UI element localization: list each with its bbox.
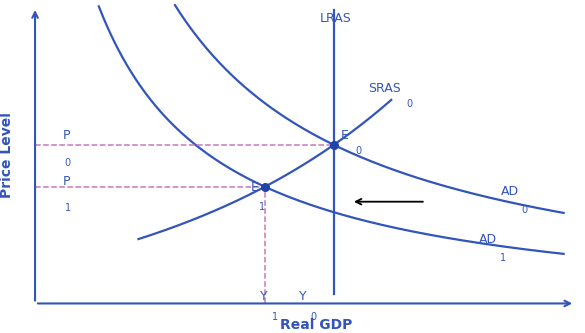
Text: E: E	[341, 129, 349, 142]
Text: P: P	[63, 174, 71, 187]
Text: P: P	[63, 129, 71, 142]
Text: AD: AD	[479, 233, 497, 246]
Text: Y: Y	[298, 290, 306, 303]
Text: 1: 1	[271, 312, 278, 322]
Text: SRAS: SRAS	[369, 82, 401, 95]
Text: 0: 0	[64, 158, 71, 168]
Text: Real GDP: Real GDP	[280, 318, 352, 332]
Text: AD: AD	[501, 185, 519, 198]
Text: Price Level: Price Level	[0, 112, 14, 198]
Text: 0: 0	[406, 99, 412, 109]
Text: 1: 1	[64, 203, 71, 213]
Text: 1: 1	[500, 253, 506, 263]
Text: Y: Y	[260, 290, 267, 303]
Text: E: E	[250, 181, 258, 194]
Text: 0: 0	[355, 146, 362, 156]
Text: 0: 0	[522, 205, 528, 215]
Text: LRAS: LRAS	[319, 12, 351, 25]
Text: 0: 0	[310, 312, 316, 322]
Text: 1: 1	[259, 202, 266, 212]
